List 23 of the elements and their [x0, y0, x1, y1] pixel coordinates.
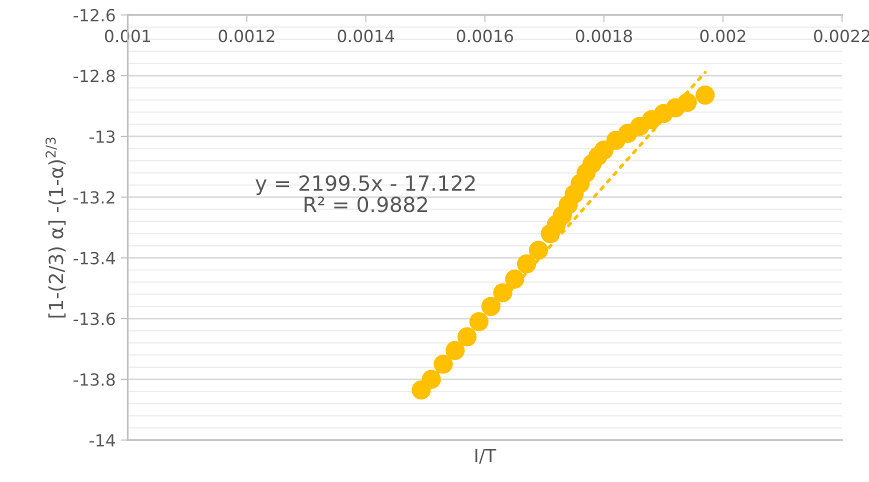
point — [594, 140, 614, 160]
y-axis-title: [1-(2/3) α] -(1-α)$^{2/3}$ — [46, 138, 66, 318]
point — [517, 254, 536, 274]
y-tick-label: -12.8 — [74, 70, 115, 82]
x-tick-label: 0.0018 — [576, 30, 632, 42]
point — [505, 270, 524, 289]
x-tick-label: 0.0016 — [456, 30, 514, 42]
annotation: R² = 0.9882 — [304, 196, 427, 212]
x-tick-label: 0.0014 — [338, 30, 394, 42]
point — [678, 92, 697, 112]
y-tick-label: -12.6 — [74, 8, 115, 22]
y-tick-label: -13.8 — [74, 373, 115, 386]
point — [696, 86, 715, 105]
annotation: y = 2199.5x - 17.122 — [256, 175, 475, 196]
x-axis-title: I/T — [475, 448, 496, 464]
y-tick-label: -13.6 — [74, 312, 115, 326]
y-tick-label: -14 — [90, 434, 116, 446]
y-tick-label: -13 — [90, 130, 115, 143]
y-tick-label: -13.4 — [74, 252, 116, 264]
x-tick-label: 0.002 — [700, 30, 746, 42]
y-tick-label: -13.2 — [74, 191, 114, 204]
x-tick-label: 0.0012 — [218, 30, 274, 42]
point — [528, 240, 548, 260]
